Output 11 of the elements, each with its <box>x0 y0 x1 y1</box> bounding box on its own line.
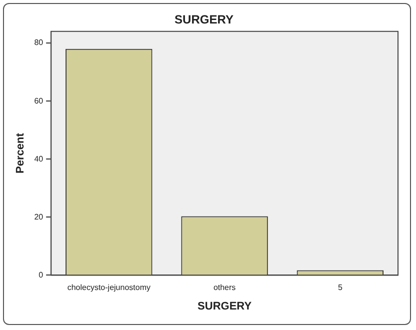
x-tick-label: others <box>213 283 236 292</box>
y-tick-label: 20 <box>34 212 44 222</box>
y-tick-label: 0 <box>38 270 44 280</box>
chart-title: SURGERY <box>174 12 234 27</box>
y-tick-label: 80 <box>34 38 44 48</box>
x-axis-title: SURGERY <box>198 300 252 312</box>
y-axis-title: Percent <box>14 132 27 174</box>
x-tick-label: 5 <box>338 283 343 292</box>
y-tick-label: 60 <box>34 96 44 106</box>
y-tick-label: 40 <box>34 154 44 164</box>
x-tick-label: cholecysto-jejunostomy <box>67 283 150 292</box>
